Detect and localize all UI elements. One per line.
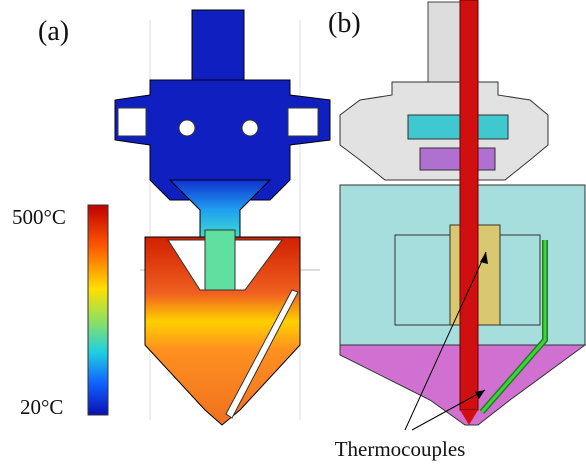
port	[288, 108, 318, 136]
cooling-channel	[408, 115, 508, 139]
scale-min: 20°C	[20, 395, 63, 419]
heater-coil	[420, 148, 495, 170]
hole	[179, 120, 195, 136]
panel-label: (a)	[38, 16, 69, 47]
hole	[242, 120, 258, 136]
annotation: Thermocouples	[335, 437, 466, 461]
scale-max: 500°C	[12, 205, 66, 229]
figure: (a) 500°C 20°C (b)	[0, 0, 586, 466]
panel-label: (b)	[328, 8, 361, 39]
panel-b: (b) Thermocouples	[328, 0, 585, 461]
color-bar	[88, 205, 108, 415]
threaded-rod	[428, 2, 462, 90]
panel-a: (a) 500°C 20°C	[12, 10, 330, 425]
port	[118, 108, 146, 136]
stem	[192, 10, 244, 82]
nozzle-core	[205, 230, 235, 290]
filament-path	[460, 0, 478, 410]
